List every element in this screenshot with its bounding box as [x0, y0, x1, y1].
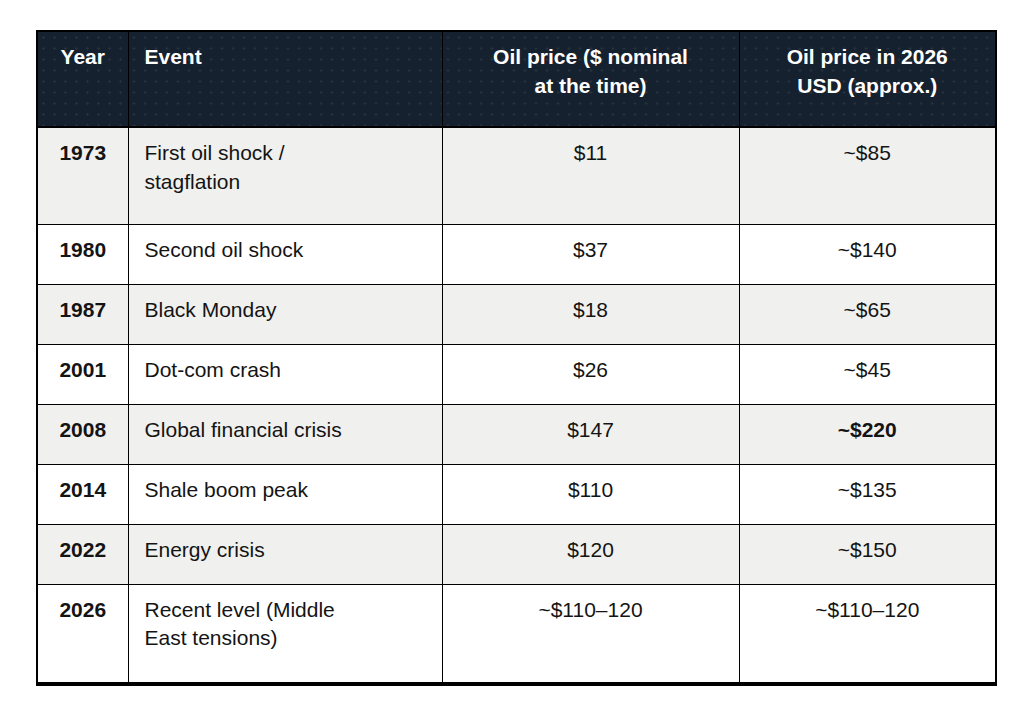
nominal-price-cell: $120	[442, 524, 739, 584]
adjusted-price-cell: ~$65	[739, 284, 996, 344]
year-cell: 1980	[37, 224, 128, 284]
nominal-price-cell: $147	[442, 404, 739, 464]
adjusted-price-cell: ~$150	[739, 524, 996, 584]
event-cell: Global financial crisis	[128, 404, 442, 464]
nominal-price-cell: $18	[442, 284, 739, 344]
nominal-price-cell: ~$110–120	[442, 584, 739, 684]
year-cell: 2026	[37, 584, 128, 684]
nominal-price-cell: $26	[442, 344, 739, 404]
table-row: 1973 First oil shock / stagflation $11 ~…	[37, 127, 996, 224]
event-cell: Shale boom peak	[128, 464, 442, 524]
year-cell: 1973	[37, 127, 128, 224]
year-cell: 2008	[37, 404, 128, 464]
year-cell: 2001	[37, 344, 128, 404]
table-row: 1980 Second oil shock $37 ~$140	[37, 224, 996, 284]
adjusted-price-cell: ~$220	[739, 404, 996, 464]
table-row: 2014 Shale boom peak $110 ~$135	[37, 464, 996, 524]
adjusted-price-cell: ~$110–120	[739, 584, 996, 684]
table-row: 2008 Global financial crisis $147 ~$220	[37, 404, 996, 464]
column-header-event: Event	[128, 31, 442, 127]
table-row: 1987 Black Monday $18 ~$65	[37, 284, 996, 344]
adjusted-price-cell: ~$135	[739, 464, 996, 524]
table-row: 2001 Dot-com crash $26 ~$45	[37, 344, 996, 404]
event-cell: Energy crisis	[128, 524, 442, 584]
event-cell: Dot-com crash	[128, 344, 442, 404]
adjusted-price-cell: ~$140	[739, 224, 996, 284]
page: Year Event Oil price ($ nominal at the t…	[0, 0, 1024, 722]
nominal-price-cell: $11	[442, 127, 739, 224]
event-cell: Second oil shock	[128, 224, 442, 284]
header-row: Year Event Oil price ($ nominal at the t…	[37, 31, 996, 127]
column-header-adjusted-price: Oil price in 2026 USD (approx.)	[739, 31, 996, 127]
oil-price-history-table: Year Event Oil price ($ nominal at the t…	[36, 30, 997, 686]
nominal-price-cell: $110	[442, 464, 739, 524]
table-row: 2022 Energy crisis $120 ~$150	[37, 524, 996, 584]
event-cell: Black Monday	[128, 284, 442, 344]
event-cell: Recent level (Middle East tensions)	[128, 584, 442, 684]
adjusted-price-cell: ~$45	[739, 344, 996, 404]
year-cell: 2014	[37, 464, 128, 524]
column-header-nominal-price: Oil price ($ nominal at the time)	[442, 31, 739, 127]
nominal-price-cell: $37	[442, 224, 739, 284]
year-cell: 2022	[37, 524, 128, 584]
adjusted-price-cell: ~$85	[739, 127, 996, 224]
event-cell: First oil shock / stagflation	[128, 127, 442, 224]
column-header-year: Year	[37, 31, 128, 127]
year-cell: 1987	[37, 284, 128, 344]
table-row: 2026 Recent level (Middle East tensions)…	[37, 584, 996, 684]
